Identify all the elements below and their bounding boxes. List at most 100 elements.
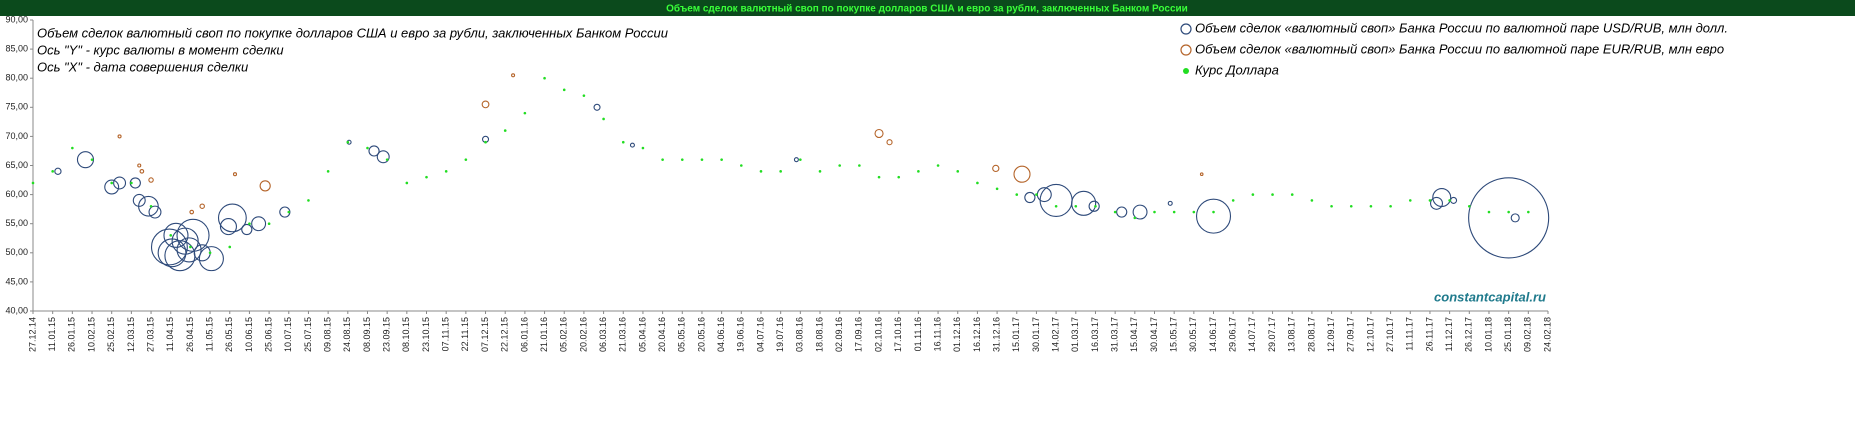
x-tick-label: 01.03.17 (1070, 317, 1080, 352)
bubble (593, 103, 601, 111)
x-tick-label: 27.12.14 (27, 317, 37, 352)
x-tick-label: 12.09.17 (1326, 317, 1336, 352)
bubble (132, 193, 146, 207)
x-tick-label: 11.11.17 (1405, 317, 1415, 351)
x-tick-label: 08.09.15 (362, 317, 372, 352)
point (1192, 210, 1196, 214)
bubble (1132, 204, 1148, 220)
x-tick-label: 01.12.16 (952, 317, 962, 352)
point (71, 146, 74, 150)
point (680, 158, 684, 161)
y-tick-label: 50,00 (5, 247, 28, 257)
legend-marker (1183, 68, 1189, 74)
x-tick-label: 04.06.16 (716, 317, 726, 352)
x-tick-label: 11.01.15 (47, 317, 57, 351)
y-tick-label: 60,00 (5, 189, 28, 199)
point (976, 181, 979, 185)
point (1507, 210, 1510, 214)
bubble (376, 150, 390, 164)
x-tick-label: 22.12.15 (500, 317, 510, 352)
bubble (171, 227, 199, 255)
point (1054, 204, 1058, 208)
bubble (251, 216, 267, 232)
bubble (1167, 200, 1173, 206)
bubble (1199, 172, 1204, 177)
x-tick-label: 02.09.16 (834, 317, 844, 352)
point (1527, 210, 1530, 214)
x-tick-label: 20.02.16 (578, 317, 588, 352)
point (208, 251, 212, 255)
point (1290, 193, 1294, 196)
point (1408, 199, 1412, 202)
point (1133, 216, 1137, 220)
x-tick-label: 21.01.16 (539, 317, 549, 352)
x-tick-label: 15.04.17 (1129, 317, 1139, 352)
point (1487, 210, 1491, 214)
x-tick-label: 31.12.16 (991, 317, 1001, 352)
bubble (219, 218, 237, 236)
point (1271, 193, 1274, 196)
point (1231, 199, 1235, 202)
point (1467, 204, 1471, 208)
point (641, 146, 645, 150)
x-tick-label: 12.03.15 (126, 317, 136, 352)
bubble (137, 163, 142, 168)
point (877, 175, 881, 179)
point (1212, 210, 1215, 214)
x-tick-label: 14.02.17 (1050, 317, 1060, 352)
x-tick-label: 18.08.16 (814, 317, 824, 352)
x-tick-label: 11.04.15 (165, 317, 175, 351)
bubble (992, 164, 1000, 173)
y-tick-label: 70,00 (5, 131, 28, 141)
point (1074, 204, 1078, 208)
point (31, 181, 35, 185)
bubble (1039, 183, 1073, 217)
y-tick-label: 40,00 (5, 305, 28, 315)
point (267, 222, 271, 225)
x-tick-label: 16.11.16 (932, 317, 942, 351)
point (799, 158, 802, 161)
x-tick-label: 03.08.16 (795, 317, 805, 352)
bubble (198, 246, 224, 272)
y-tick-label: 45,00 (5, 276, 28, 286)
x-tick-label: 11.05.15 (204, 317, 214, 351)
point (228, 245, 232, 249)
point (562, 88, 566, 92)
x-tick-label: 07.12.15 (480, 317, 490, 352)
x-tick-label: 10.02.15 (86, 317, 96, 352)
point (189, 245, 192, 249)
legend-label: Курс Доллара (1195, 62, 1279, 77)
point (110, 181, 114, 185)
point (169, 234, 173, 237)
bubble (1195, 198, 1232, 234)
point (740, 164, 743, 167)
point (1015, 193, 1019, 196)
point (1172, 210, 1176, 214)
y-tick-label: 75,00 (5, 102, 28, 112)
point (543, 76, 546, 80)
point (1349, 204, 1353, 208)
x-tick-label: 21.03.16 (618, 317, 628, 352)
x-tick-label: 01.11.16 (913, 317, 923, 351)
x-tick-label: 19.06.16 (736, 317, 746, 352)
x-tick-label: 31.03.17 (1110, 317, 1120, 352)
bubble (148, 177, 154, 183)
title-bar (0, 0, 1855, 16)
point (759, 170, 763, 173)
point (90, 158, 94, 161)
y-tick-label: 90,00 (5, 14, 28, 24)
x-tick-label: 17.10.16 (893, 317, 903, 352)
bubble (113, 176, 127, 190)
point (1389, 204, 1392, 208)
x-tick-label: 10.07.15 (283, 317, 293, 352)
x-tick-label: 23.10.15 (421, 317, 431, 352)
point (484, 140, 487, 144)
y-tick-label: 85,00 (5, 43, 28, 53)
point (51, 170, 54, 173)
legend-label: Объем сделок «валютный своп» Банка Росси… (1195, 20, 1728, 35)
point (149, 204, 153, 208)
point (444, 170, 448, 173)
point (1035, 193, 1038, 196)
x-tick-label: 10.01.18 (1483, 317, 1493, 352)
x-tick-label: 30.01.17 (1031, 317, 1041, 352)
